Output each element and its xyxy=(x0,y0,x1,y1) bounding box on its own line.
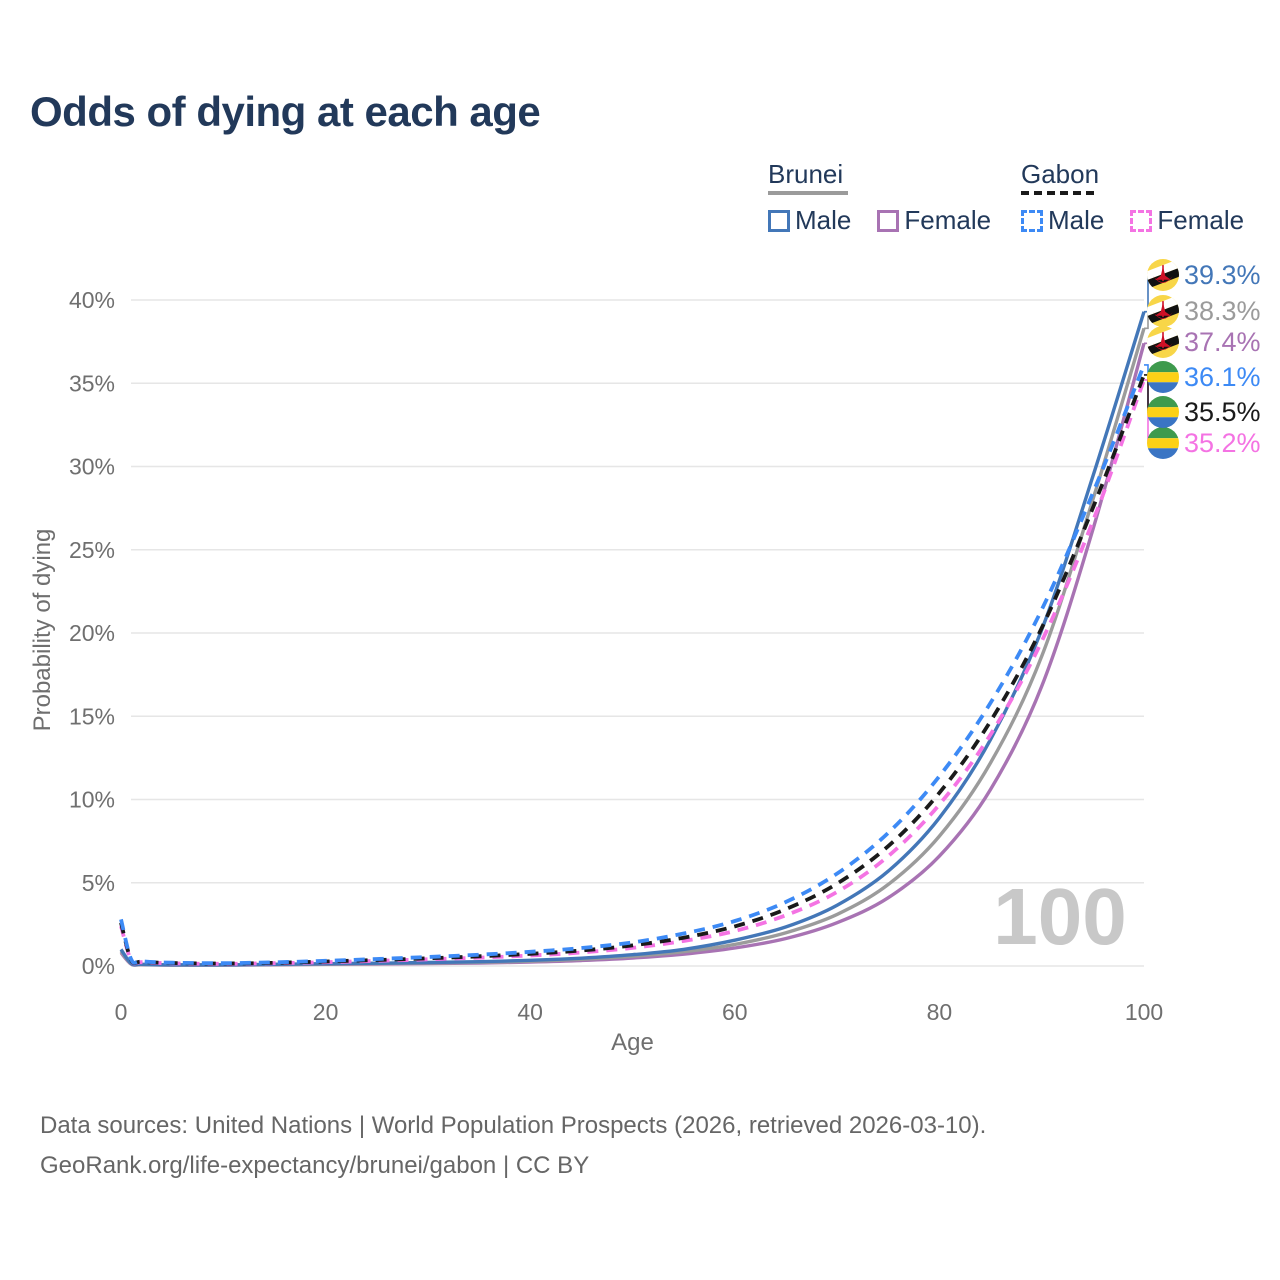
legend-item-brunei-male[interactable]: Male xyxy=(768,205,851,236)
page-title: Odds of dying at each age xyxy=(30,88,541,135)
end-labels: 37.4%38.3% 39.3% 35.2%35.5% 36.1% xyxy=(1147,259,1261,459)
y-tick-label: 10% xyxy=(69,787,115,813)
gridlines xyxy=(131,299,1144,967)
y-tick-label: 0% xyxy=(82,953,115,979)
end-value-label-brunei-female: 37.4% xyxy=(1184,327,1261,357)
brunei-flag-icon xyxy=(1147,259,1179,291)
gabon-male-swatch-icon xyxy=(1021,209,1043,232)
y-tick-label: 25% xyxy=(69,537,115,563)
series-line-gabon-female[interactable] xyxy=(119,379,1146,966)
series-line-brunei-male[interactable] xyxy=(119,311,1146,967)
gabon-flag-icon xyxy=(1147,396,1179,428)
y-tick-label: 5% xyxy=(82,870,115,896)
legend-item-label: Male xyxy=(795,205,852,235)
y-axis-title: Probability of dying xyxy=(29,529,56,732)
y-tick-label: 40% xyxy=(69,287,115,313)
brunei-male-swatch-icon xyxy=(768,209,790,232)
gabon-line-style-swatch xyxy=(1021,191,1097,195)
series-line-brunei-female[interactable] xyxy=(119,342,1146,967)
legend-item-label: Female xyxy=(904,205,992,235)
x-tick-label: 80 xyxy=(927,999,953,1025)
data-source-footer: Data sources: United Nations | World Pop… xyxy=(40,1106,986,1186)
legend-item-label: Male xyxy=(1048,205,1105,235)
gabon-flag-icon xyxy=(1147,427,1179,459)
brunei-flag-icon xyxy=(1147,295,1179,327)
footer-line-1: Data sources: United Nations | World Pop… xyxy=(40,1112,987,1139)
y-tick-label: 15% xyxy=(69,703,115,729)
brunei-female-swatch-icon xyxy=(877,209,900,232)
end-value-label-gabon: 35.5% xyxy=(1184,397,1261,427)
series-line-brunei[interactable] xyxy=(119,327,1146,967)
legend-country-gabon[interactable]: Gabon xyxy=(1021,159,1100,189)
end-value-label-brunei-male: 39.3% xyxy=(1184,260,1261,290)
axis-labels: 0% 5% 10% 15% 20% 25% 30% 35% 40% 0 20 40 60 80 100 Age… xyxy=(29,287,1163,1056)
gabon-flag-icon xyxy=(1147,361,1179,393)
y-tick-label: 30% xyxy=(69,454,115,480)
series-lines xyxy=(119,311,1146,967)
gabon-female-swatch-icon xyxy=(1130,209,1153,232)
end-value-label-gabon-male: 36.1% xyxy=(1184,362,1261,392)
legend-item-gabon-male[interactable]: Male xyxy=(1021,205,1104,236)
legend-group-gabon: Gabon Male Female xyxy=(1021,160,1270,236)
x-tick-label: 60 xyxy=(722,999,748,1025)
x-tick-label: 20 xyxy=(313,999,339,1025)
legend-item-label: Female xyxy=(1157,205,1245,235)
y-tick-label: 20% xyxy=(69,620,115,646)
series-line-gabon[interactable] xyxy=(119,374,1146,966)
x-tick-label: 40 xyxy=(517,999,543,1025)
watermark: 100 xyxy=(993,872,1126,961)
series-line-gabon-male[interactable] xyxy=(119,364,1146,966)
x-tick-label: 0 xyxy=(115,999,128,1025)
footer-line-2: GeoRank.org/life-expectancy/brunei/gabon… xyxy=(40,1152,590,1179)
brunei-flag-icon xyxy=(1147,326,1179,358)
y-tick-label: 35% xyxy=(69,370,115,396)
legend-item-gabon-female[interactable]: Female xyxy=(1130,205,1244,236)
legend-group-brunei: Brunei Male Female xyxy=(768,160,1017,236)
brunei-line-style-swatch xyxy=(768,191,848,195)
x-axis-title: Age xyxy=(611,1029,654,1056)
legend-item-brunei-female[interactable]: Female xyxy=(877,205,991,236)
end-value-label-gabon-female: 35.2% xyxy=(1184,428,1261,458)
legend-country-brunei[interactable]: Brunei xyxy=(768,159,844,189)
end-value-label-brunei: 38.3% xyxy=(1184,296,1261,326)
x-tick-label: 100 xyxy=(1125,999,1163,1025)
watermark-text: 100 xyxy=(993,872,1126,961)
